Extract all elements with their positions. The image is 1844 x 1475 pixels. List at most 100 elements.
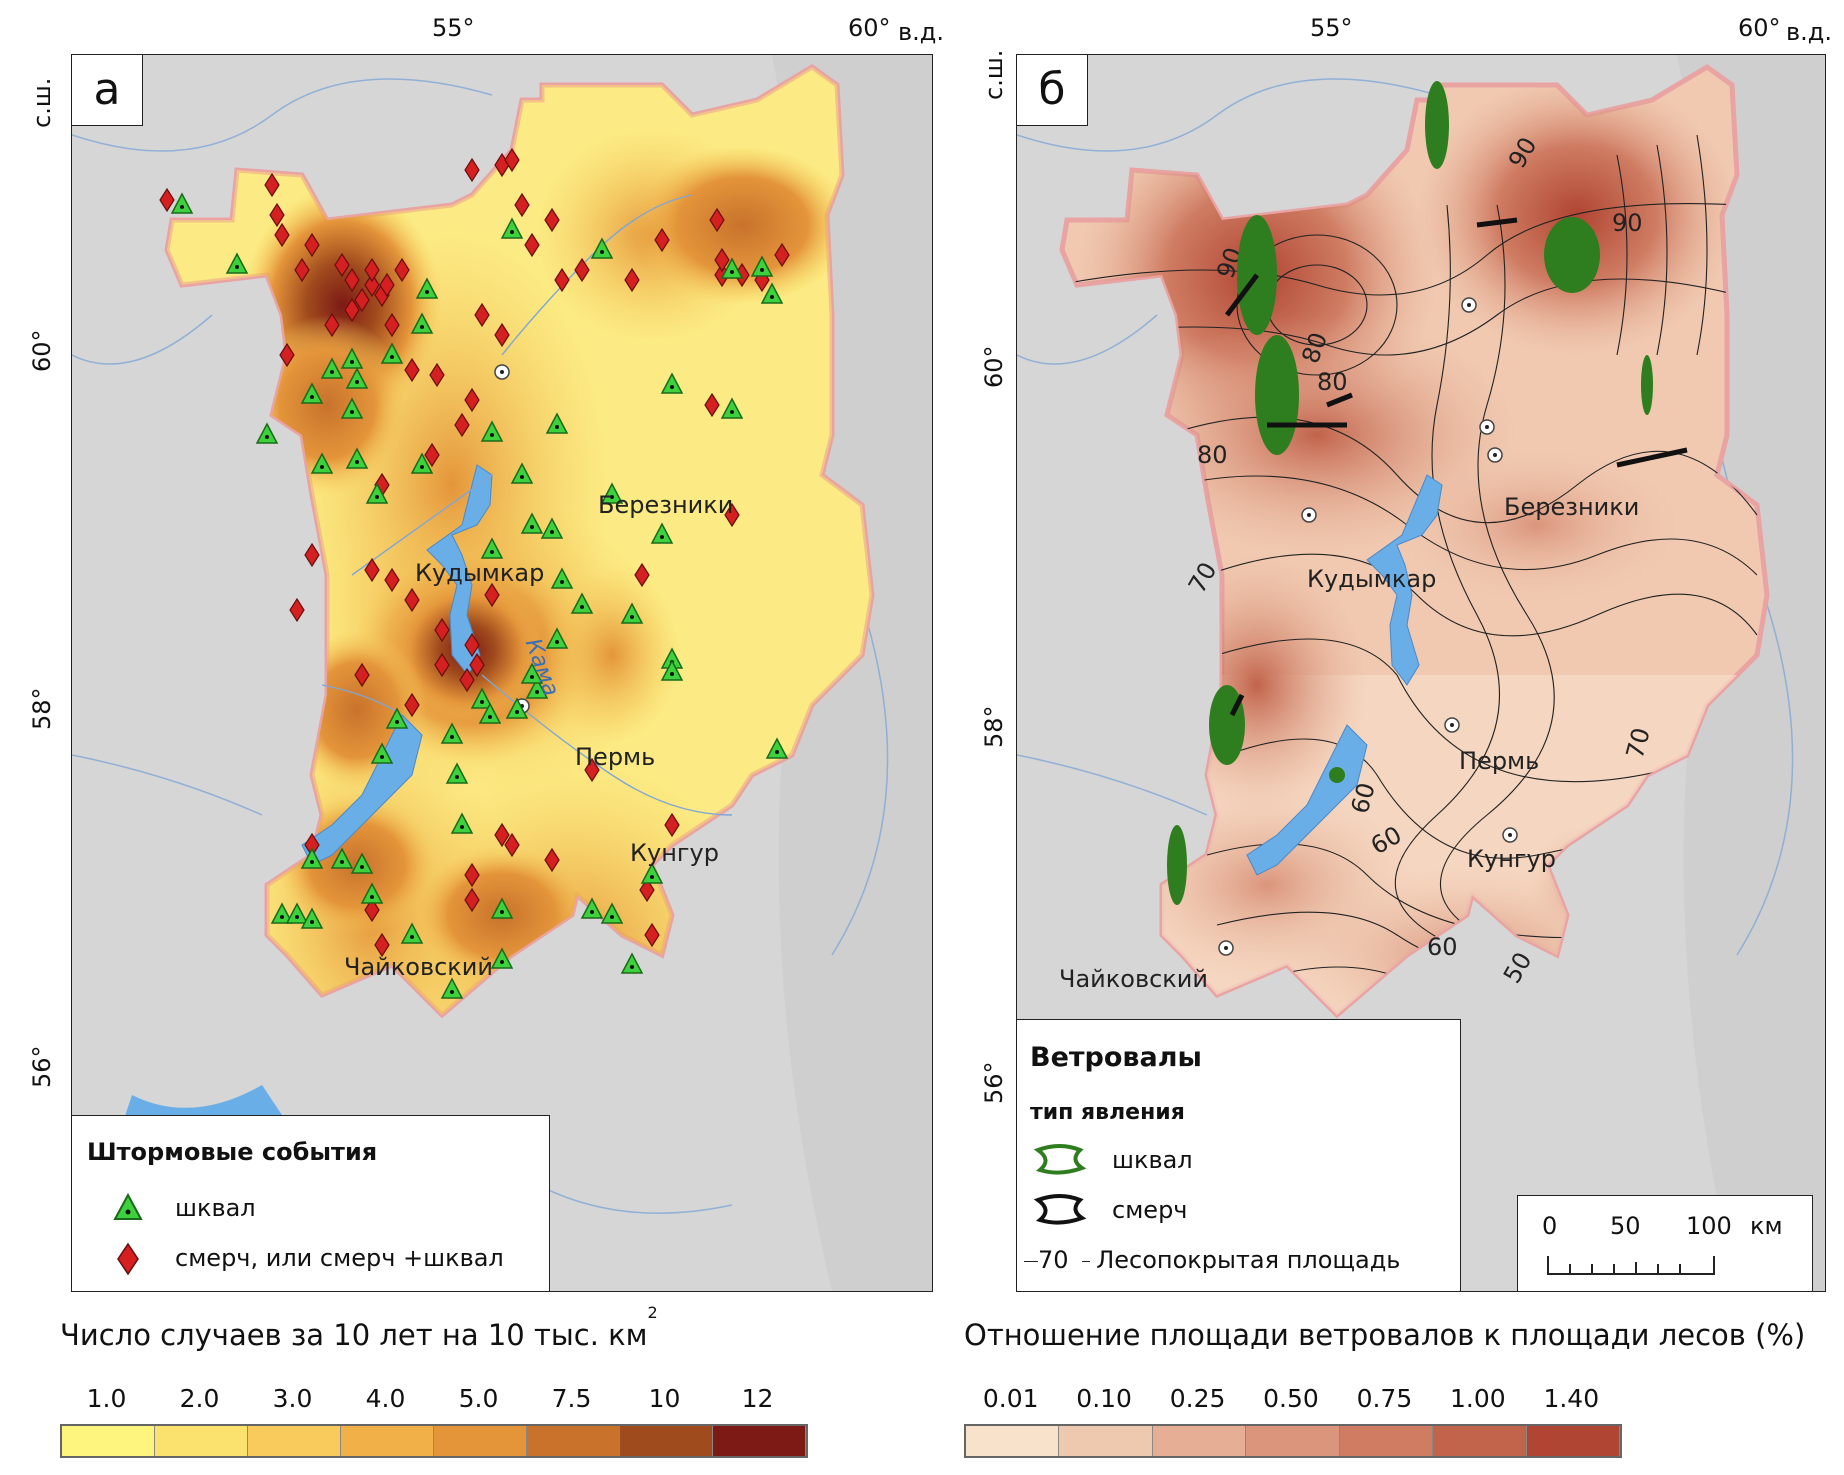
scale-a-title-text: Число случаев за 10 лет на 10 тыс. км <box>60 1318 648 1352</box>
tornado-event-marker <box>524 232 540 258</box>
scale-swatch <box>341 1426 434 1456</box>
scale-bar-tick-50: 50 <box>1610 1212 1641 1240</box>
scale-swatch <box>1152 1426 1247 1456</box>
map-panel-a: а Березники Кудымкар Пермь Кунгур Чайков… <box>71 54 933 1292</box>
city-label-perm-a: Пермь <box>575 743 656 771</box>
tornado-event-marker <box>304 542 320 568</box>
lon-unit-a: в.д. <box>898 18 944 46</box>
squall-event-marker <box>300 847 324 869</box>
tornado-event-marker <box>404 357 420 383</box>
squall-event-marker <box>500 217 524 239</box>
legend-b-isoline: 70 Лесопокрытая площадь <box>1024 1246 1400 1274</box>
squall-event-marker <box>255 422 279 444</box>
tornado-event-marker <box>724 502 740 528</box>
scale-tick-label: 0.75 <box>1356 1384 1413 1413</box>
scale-tick-label: 0.10 <box>1076 1384 1132 1413</box>
tornado-event-marker <box>714 247 730 273</box>
city-label-kungur-a: Кунгур <box>630 839 719 867</box>
squall-event-marker <box>640 862 664 884</box>
storm-events <box>159 147 790 999</box>
squall-event-marker <box>410 312 434 334</box>
tornado-event-marker <box>484 582 500 608</box>
tornado-event-marker <box>459 667 475 693</box>
panel-letter-b: б <box>1017 55 1088 126</box>
tornado-event-marker <box>354 662 370 688</box>
tornado-event-marker <box>324 312 340 338</box>
scale-swatch <box>62 1426 155 1456</box>
scale-b-title: Отношение площади ветровалов к площади л… <box>964 1318 1806 1352</box>
scale-b-swatches <box>964 1424 1622 1458</box>
scale-swatch <box>434 1426 527 1456</box>
squall-event-marker <box>380 342 404 364</box>
lon-unit-b: в.д. <box>1786 18 1832 46</box>
tornado-event-marker <box>654 227 670 253</box>
squall-event-marker <box>760 282 784 304</box>
legend-b-item-squall: шквал <box>1112 1146 1193 1174</box>
scale-swatch <box>527 1426 620 1456</box>
squall-event-marker <box>510 462 534 484</box>
tornado-event-marker <box>464 862 480 888</box>
squall-event-marker <box>490 897 514 919</box>
tornado-event-marker <box>434 652 450 678</box>
squall-event-marker <box>620 602 644 624</box>
squall-event-marker <box>545 627 569 649</box>
squall-event-marker <box>580 897 604 919</box>
tornado-event-marker <box>639 877 655 903</box>
tornado-event-marker <box>574 257 590 283</box>
squall-event-marker <box>440 722 464 744</box>
scale-bar-tick-100: 100 <box>1686 1212 1732 1240</box>
squall-event-marker <box>600 482 624 504</box>
scale-swatch <box>966 1426 1060 1456</box>
isoline-sample-value: 70 <box>1038 1246 1069 1274</box>
scale-swatch <box>1433 1426 1527 1456</box>
scale-tick-label: 4.0 <box>365 1384 406 1413</box>
squall-event-marker <box>650 522 674 544</box>
scale-swatch <box>1059 1426 1153 1456</box>
squall-event-marker <box>505 697 529 719</box>
tornado-event-marker <box>274 222 290 248</box>
city-label-berezniki-b: Березники <box>1504 493 1640 521</box>
squall-event-marker <box>400 922 424 944</box>
tornado-event-marker <box>434 617 450 643</box>
scale-swatch <box>1526 1426 1620 1456</box>
city-label-chaikovsky-b: Чайковский <box>1059 965 1208 993</box>
tornado-event-marker <box>474 302 490 328</box>
legend-a-item-squall: шквал <box>175 1194 256 1222</box>
legend-a-title: Штормовые события <box>87 1138 378 1166</box>
isoline-sample-line <box>1082 1260 1091 1262</box>
lat-label-58-a: 58° <box>28 687 56 730</box>
tornado-event-marker <box>424 442 440 468</box>
scale-tick-label: 1.00 <box>1450 1384 1506 1413</box>
tornado-event-marker <box>159 187 175 213</box>
tornado-event-marker <box>709 207 725 233</box>
tornado-event-marker <box>404 692 420 718</box>
tornado-event-marker <box>464 387 480 413</box>
squall-event-marker <box>345 447 369 469</box>
tornado-event-marker <box>384 567 400 593</box>
legend-a-item-tornado: смерч, или смерч +шквал <box>175 1244 504 1272</box>
lat-label-56-b: 56° <box>980 1061 1008 1104</box>
squall-event-marker <box>545 412 569 434</box>
scale-bar-unit: км <box>1750 1212 1783 1240</box>
squall-event-marker <box>720 397 744 419</box>
scale-tick-label: 0.01 <box>982 1384 1039 1413</box>
scale-swatch <box>248 1426 341 1456</box>
tornado-event-marker <box>384 312 400 338</box>
squall-event-marker <box>365 482 389 504</box>
scale-bar-line <box>1547 1256 1715 1275</box>
squall-event-marker <box>620 952 644 974</box>
tornado-event-marker <box>454 412 470 438</box>
tornado-event-marker <box>494 322 510 348</box>
squall-event-marker <box>340 347 364 369</box>
kama-river-a <box>301 464 493 866</box>
lat-label-60-b: 60° <box>980 345 1008 388</box>
tornado-event-marker <box>634 562 650 588</box>
scale-tick-label: 0.50 <box>1263 1384 1319 1413</box>
squall-event-marker <box>490 947 514 969</box>
city-label-chaikovsky-a: Чайковский <box>344 953 493 981</box>
tornado-windthrow-tracks <box>1225 217 1688 717</box>
tornado-event-marker <box>394 257 410 283</box>
legend-b-item-tornado: смерч <box>1112 1196 1188 1224</box>
city-label-kudymkar-b: Кудымкар <box>1307 565 1437 593</box>
squall-event-marker <box>520 512 544 534</box>
